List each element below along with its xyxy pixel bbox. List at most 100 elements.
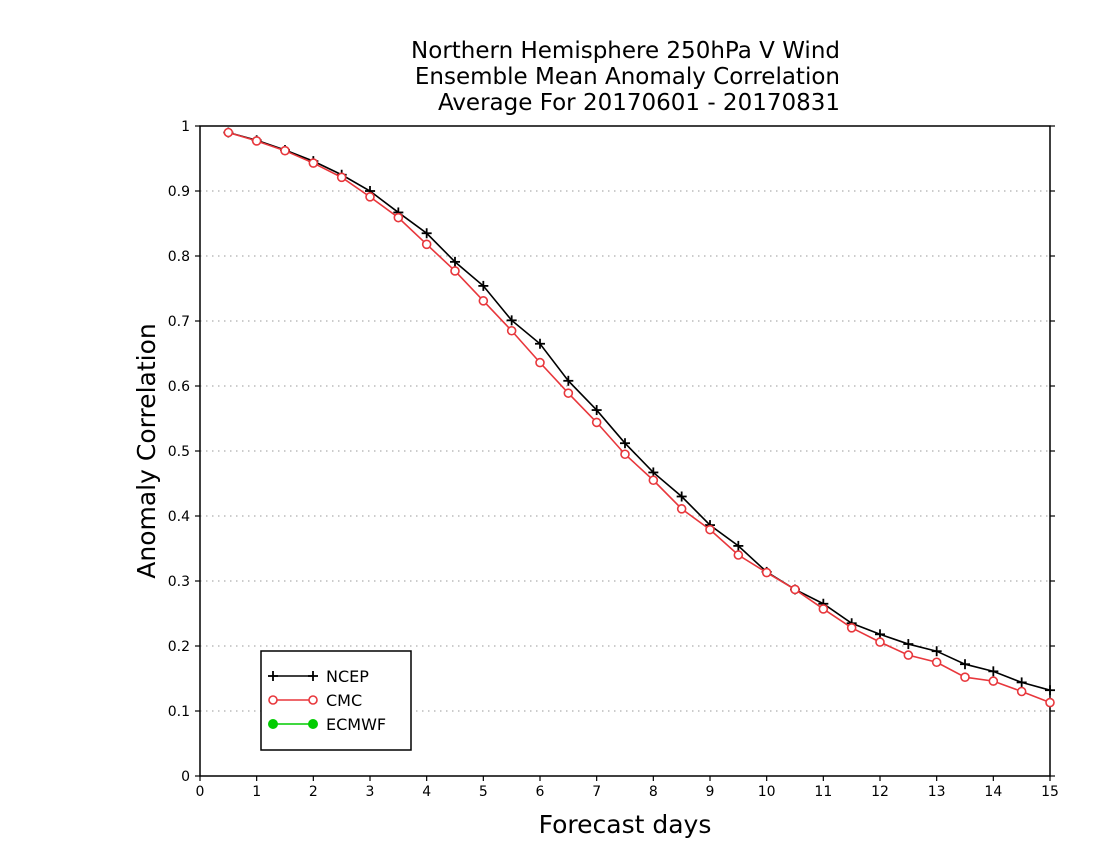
y-tick-label: 1 [181, 119, 190, 135]
data-point-cmc [761, 567, 772, 578]
data-point-ncep [1016, 677, 1027, 688]
data-point-cmc [846, 622, 857, 633]
data-point-ncep [535, 338, 545, 349]
y-tick-label: 0.8 [168, 249, 190, 265]
y-tick-label: 0.2 [168, 639, 190, 655]
data-point-ncep [563, 375, 574, 386]
data-point-cmc [705, 524, 715, 535]
x-tick-label: 2 [309, 784, 318, 800]
series-cmc [223, 127, 1055, 708]
data-point-ncep [903, 639, 914, 650]
legend-label-ecmwf: ECMWF [326, 715, 386, 734]
legend-label-ncep: NCEP [326, 667, 369, 686]
data-point-ncep [960, 659, 970, 670]
x-axis-label: Forecast days [539, 810, 712, 839]
x-tick-label: 10 [758, 784, 776, 800]
x-tick-label: 1 [252, 784, 261, 800]
y-axis-ticks: 0 0.1 0.2 0.3 0.4 0.5 0.6 0.7 0.8 0.9 1 [168, 119, 1055, 785]
data-point-cmc [960, 672, 970, 683]
data-point-ncep [988, 666, 999, 677]
legend-entry-cmc: CMC [268, 691, 362, 710]
series-line-cmc [228, 131, 1051, 704]
x-tick-label: 0 [196, 784, 205, 800]
data-point-cmc [251, 136, 262, 146]
x-tick-label: 4 [422, 784, 431, 800]
x-axis-ticks: 0 1 2 3 4 5 6 7 8 9 10 11 12 13 14 15 [196, 776, 1059, 800]
data-point-ncep [478, 280, 489, 291]
data-series [223, 127, 1055, 708]
data-point-cmc [988, 676, 999, 686]
data-point-cmc [676, 504, 687, 514]
data-point-cmc [478, 296, 489, 306]
x-tick-label: 13 [928, 784, 946, 800]
x-tick-label: 6 [536, 784, 545, 800]
y-tick-label: 0.4 [168, 509, 190, 525]
data-point-cmc [336, 172, 347, 183]
x-tick-label: 3 [366, 784, 375, 800]
legend-entry-ncep: NCEP [268, 667, 369, 686]
data-point-cmc [421, 239, 432, 250]
data-point-ncep [931, 646, 942, 657]
chart-subtitle-2: Average For 20170601 - 20170831 [438, 90, 840, 116]
legend-entry-ecmwf: ECMWF [268, 715, 386, 734]
data-point-cmc [535, 357, 545, 368]
legend: NCEP CMC ECMWF [260, 650, 412, 751]
x-tick-label: 9 [706, 784, 715, 800]
x-tick-label: 15 [1041, 784, 1059, 800]
x-tick-label: 7 [592, 784, 601, 800]
y-tick-label: 0.1 [168, 704, 190, 720]
x-tick-label: 12 [871, 784, 889, 800]
y-tick-label: 0.7 [168, 314, 190, 330]
legend-label-cmc: CMC [326, 691, 362, 710]
data-point-cmc [790, 584, 800, 595]
data-point-cmc [1016, 686, 1027, 697]
data-point-ncep [506, 315, 517, 326]
data-point-cmc [450, 266, 460, 276]
y-tick-label: 0.9 [168, 184, 190, 200]
data-point-cmc [223, 127, 234, 138]
y-tick-label: 0.6 [168, 379, 190, 395]
data-point-ncep [591, 405, 602, 416]
data-point-cmc [591, 417, 602, 428]
y-tick-label: 0 [181, 769, 190, 785]
x-tick-label: 5 [479, 784, 488, 800]
y-axis-label: Anomaly Correlation [132, 323, 161, 578]
data-point-ncep [450, 256, 460, 267]
x-tick-label: 11 [814, 784, 832, 800]
data-point-cmc [620, 449, 630, 460]
data-point-cmc [875, 637, 885, 647]
data-point-ncep [620, 438, 630, 449]
legend-marker-ncep [268, 671, 278, 681]
data-point-cmc [563, 388, 574, 398]
data-point-cmc [1045, 697, 1055, 708]
data-point-cmc [931, 657, 942, 668]
series-ncep [223, 127, 1055, 696]
chart-title: Northern Hemisphere 250hPa V Wind [411, 38, 840, 64]
legend-marker-ecmwf [308, 719, 318, 729]
legend-marker-ecmwf [268, 719, 278, 729]
legend-marker-ncep [308, 671, 318, 681]
x-tick-label: 8 [649, 784, 658, 800]
data-point-cmc [308, 158, 319, 168]
legend-marker-cmc [308, 695, 318, 705]
data-point-cmc [506, 325, 517, 336]
data-point-cmc [733, 550, 744, 560]
data-point-cmc [903, 650, 914, 660]
chart-subtitle: Ensemble Mean Anomaly Correlation [415, 64, 840, 90]
series-line-ncep [228, 131, 1051, 691]
data-point-cmc [365, 192, 375, 202]
data-point-ncep [733, 540, 744, 551]
legend-marker-cmc [268, 695, 278, 705]
data-point-ncep [676, 491, 687, 502]
data-point-cmc [648, 475, 659, 486]
data-point-cmc [280, 145, 290, 156]
data-point-cmc [393, 212, 404, 223]
y-tick-label: 0.3 [168, 574, 190, 590]
data-point-ncep [421, 228, 432, 239]
data-point-ncep [1045, 685, 1055, 696]
x-tick-label: 14 [984, 784, 1002, 800]
y-tick-label: 0.5 [168, 444, 190, 460]
data-point-cmc [818, 604, 829, 614]
